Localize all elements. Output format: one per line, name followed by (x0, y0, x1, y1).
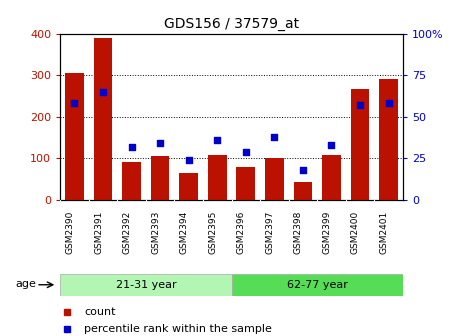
Point (71, 101, 78, 106)
Bar (122, 163, 141, 200)
Bar (151, 156, 169, 200)
Bar (322, 156, 341, 200)
Text: GSM2401: GSM2401 (380, 211, 388, 254)
Bar (350, 89, 369, 200)
Bar (208, 156, 226, 200)
Bar (237, 167, 255, 200)
Point (242, 149, 250, 154)
Text: GSM2391: GSM2391 (94, 211, 103, 254)
Bar (294, 182, 312, 200)
Bar (379, 79, 398, 200)
Point (271, 134, 278, 139)
Point (385, 101, 392, 106)
Point (299, 167, 307, 173)
Point (328, 142, 335, 148)
Text: GSM2394: GSM2394 (180, 211, 189, 254)
Point (156, 141, 164, 146)
Bar (265, 158, 284, 200)
Point (357, 102, 364, 108)
Point (100, 89, 107, 94)
Text: GSM2398: GSM2398 (294, 211, 303, 254)
Text: GSM2396: GSM2396 (237, 211, 246, 254)
Title: GDS156 / 37579_at: GDS156 / 37579_at (164, 17, 299, 31)
Bar (232, 274, 403, 296)
Text: GSM2400: GSM2400 (351, 211, 360, 254)
Text: age: age (15, 279, 36, 289)
Point (128, 144, 135, 150)
Text: GSM2397: GSM2397 (265, 211, 274, 254)
Text: count: count (84, 307, 116, 318)
Text: GSM2393: GSM2393 (151, 211, 160, 254)
Text: 62-77 year: 62-77 year (287, 280, 348, 290)
Text: GSM2390: GSM2390 (65, 211, 75, 254)
Point (185, 157, 193, 163)
Text: GSM2395: GSM2395 (208, 211, 217, 254)
Bar (60, 274, 232, 296)
Text: 21-31 year: 21-31 year (116, 280, 176, 290)
Text: percentile rank within the sample: percentile rank within the sample (84, 324, 272, 334)
Bar (65, 73, 84, 200)
Text: GSM2399: GSM2399 (322, 211, 332, 254)
Text: GSM2392: GSM2392 (123, 211, 131, 254)
Point (213, 137, 221, 143)
Bar (179, 173, 198, 200)
Bar (94, 38, 113, 200)
